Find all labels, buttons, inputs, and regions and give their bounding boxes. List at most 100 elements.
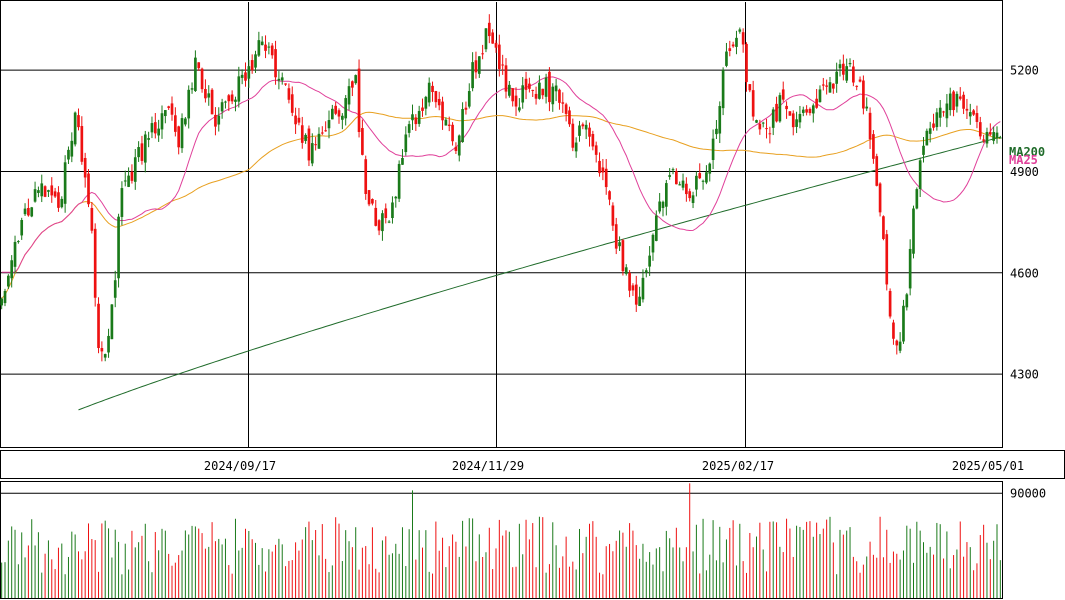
candle-body [731,44,735,47]
candle-body [387,221,391,223]
candle-body [190,88,194,90]
candle [150,116,154,139]
candle [270,43,274,59]
candle-body [437,98,441,106]
candle [958,87,962,101]
candle [725,42,728,68]
candle [240,69,244,85]
candle-body [564,104,568,114]
candle-body [791,113,795,128]
candle-body [407,124,411,133]
candle [691,191,695,209]
candle [264,35,267,59]
candle-body [414,117,418,125]
candle [638,286,641,307]
candle-body [738,29,742,32]
candle-body [237,76,241,102]
candle-body [334,105,338,114]
candle-body [461,109,464,143]
candle [578,120,581,142]
candle [978,116,982,140]
candle-body [785,105,788,110]
candle [384,203,388,224]
candle [110,304,114,340]
candle-body [254,54,257,68]
candle [872,130,875,164]
candle [935,108,939,131]
candle-body [825,85,828,87]
candle-body [688,191,692,199]
candle [50,177,54,203]
candle-body [434,91,438,103]
candle [304,133,307,144]
candle [835,62,839,93]
candle-body [0,298,4,306]
candle-body [715,128,718,135]
candle-body [90,208,94,231]
candle [912,205,915,259]
candle [685,177,688,202]
candle-body [685,183,688,195]
candle-body [167,106,171,108]
candle-body [314,144,317,146]
candle [995,126,999,144]
candle [254,50,257,73]
candle [952,90,955,117]
candle [314,136,317,151]
candle [60,196,64,209]
candle [838,59,842,77]
volume-grid [0,481,1003,599]
candle [344,95,348,126]
candle [461,102,464,143]
candle [147,131,150,148]
candle [888,288,892,319]
candle [618,236,621,251]
candle [568,106,571,127]
candle [47,189,50,197]
candle-body [364,159,368,194]
candle [184,117,187,127]
volume-axis: 90000 [1010,487,1046,501]
candle-body [274,49,277,78]
candle [451,122,454,146]
candle [387,220,391,224]
candle-body [130,171,134,181]
candle-body [97,303,100,349]
candle [604,158,608,195]
candle-body [411,114,414,121]
candle [210,88,214,115]
ma25-line [1,76,1001,273]
candle [828,76,832,93]
candle [217,107,221,132]
candle-body [307,128,311,161]
candle [234,96,237,112]
candle [123,170,127,187]
candle [140,135,144,165]
candle [992,126,995,145]
candle-body [451,124,454,142]
candle-body [912,208,915,254]
candle [862,75,865,115]
candle-body [260,41,264,46]
candle [447,116,451,132]
candle-body [384,208,388,219]
candle [180,113,184,153]
candle-body [170,103,174,115]
candle [675,168,678,185]
candle-body [938,107,942,118]
candle [758,119,762,135]
candle [347,78,351,110]
candle [842,54,845,81]
candle [230,90,234,105]
candle [598,152,601,177]
candle [367,189,371,207]
candle-body [87,173,90,205]
candle-body [444,119,448,126]
price-tick-label: 4900 [1010,165,1039,179]
candle [718,101,722,144]
candle [287,83,291,104]
candle [27,198,30,217]
candle-body [902,305,905,342]
candle [892,319,895,345]
candle-body [23,208,27,215]
